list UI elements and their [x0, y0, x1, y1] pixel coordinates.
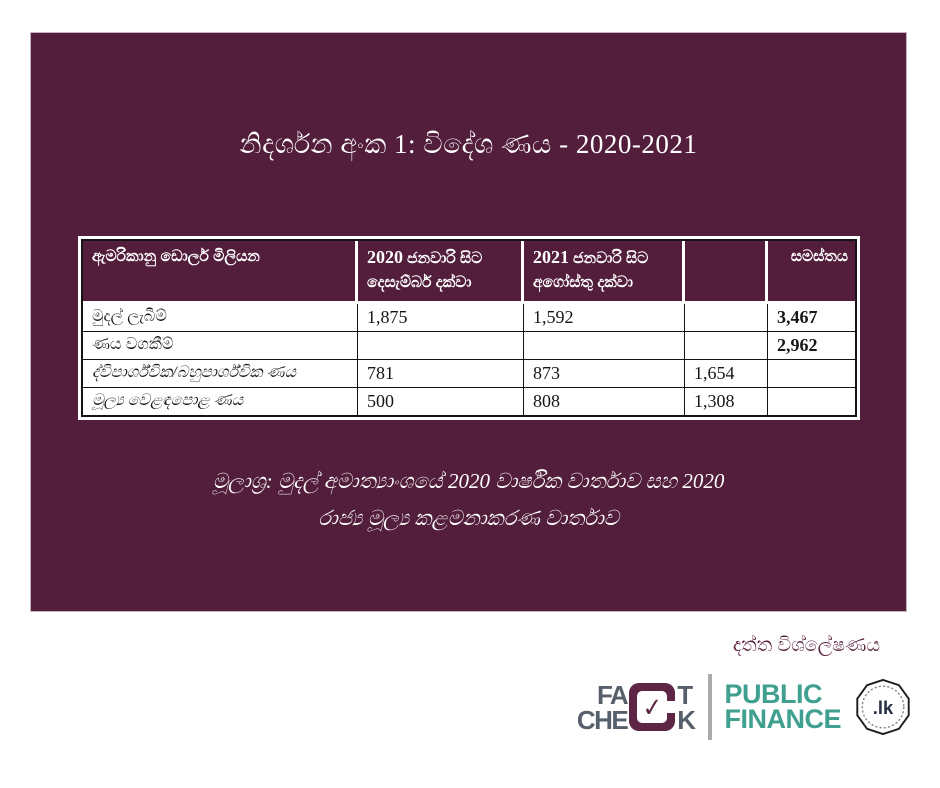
factcheck-text-t: T [677, 679, 693, 710]
cell-2021: 873 [524, 360, 685, 388]
check-box: ✓ [637, 691, 668, 723]
cell-2020: 500 [358, 388, 524, 415]
row-label: මූල්‍ය වෙළඳපොළ ණය [83, 388, 358, 415]
publicfinance-logo: PUBLIC FINANCE [724, 679, 842, 734]
col-header-2020: 2020 ජනවාරි සිට දෙසැම්බර් දක්වා [358, 241, 524, 304]
checkmark-icon: ✓ [640, 691, 665, 723]
col-header-currency: ඇමරිකානු ඩොලර් මිලියන [83, 241, 358, 304]
factcheck-check-icon: ✓ [629, 683, 677, 731]
row-label: මුදල් ලැබීම් [83, 304, 358, 332]
col-header-blank [685, 241, 768, 304]
factcheck-text-k: K [677, 704, 696, 735]
table-row-receipts: මුදල් ලැබීම් 1,875 1,592 3,467 [83, 304, 855, 332]
source-line-1: මූලාශ්‍ර: මුදල් අමාත්‍යාංශයේ 2020 වාර්ෂි… [212, 469, 725, 493]
col-header-total: සමස්තය [768, 241, 855, 304]
cell-subtotal [685, 304, 768, 332]
table-header-row: ඇමරිකානු ඩොලර් මිලියන 2020 ජනවාරි සිට දෙස… [83, 241, 855, 304]
c-opening-notch [667, 701, 677, 713]
exhibit-title: නිදර්ශන අංක 1: විදේශ ණය - 2020-2021 [239, 129, 698, 159]
cell-total: 2,962 [768, 332, 855, 360]
maroon-panel: නිදර්ශන අංක 1: විදේශ ණය - 2020-2021 ඇමරි… [30, 32, 907, 612]
cell-2021: 1,592 [524, 304, 685, 332]
publicfinance-line2: FINANCE [724, 704, 842, 734]
year-2021: 2021 [533, 247, 569, 267]
cell-total: 3,467 [768, 304, 855, 332]
col-header-2020-text: ජනවාරි සිට දෙසැම්බර් දක්වා [367, 250, 483, 291]
table-row-liabilities: ණය වගකීම් 2,962 [83, 332, 855, 360]
logo-divider [707, 674, 712, 740]
table-row-market: මූල්‍ය වෙළඳපොළ ණය 500 808 1,308 [83, 388, 855, 415]
loans-table-card: ඇමරිකානු ඩොලර් මිලියන 2020 ජනවාරි සිට දෙස… [81, 239, 857, 417]
row-label: ණය වගකීම් [83, 332, 358, 360]
col-header-2021: 2021 ජනවාරි සිට අගෝස්තු දක්වා [524, 241, 685, 304]
factcheck-logo: FA ✓ T CHE K [576, 679, 696, 735]
row-label: ද්විපාර්ශ්වික/බහුපාර්ශ්වික ණය [83, 360, 358, 388]
table-row-bilateral: ද්විපාර්ශ්වික/බහුපාර්ශ්වික ණය 781 873 1,… [83, 360, 855, 388]
lk-badge-text: .lk [873, 697, 894, 718]
col-header-2021-text: ජනවාරි සිට අගෝස්තු දක්වා [533, 250, 649, 291]
cell-subtotal: 1,654 [685, 360, 768, 388]
cell-total [768, 360, 855, 388]
cell-2021: 808 [524, 388, 685, 415]
loans-table: ඇමරිකානු ඩොලර් මිලියන 2020 ජනවාරි සිට දෙස… [83, 241, 855, 415]
cell-total [768, 388, 855, 415]
cell-2020 [358, 332, 524, 360]
source-line-2: රාජ්‍ය මූල්‍ය කළමනාකරණ වාර්තාව [318, 506, 619, 530]
logo-row: FA ✓ T CHE K PUBLIC FINANCE .lk [577, 674, 912, 740]
cell-subtotal: 1,308 [685, 388, 768, 415]
publicfinance-line1: PUBLIC [724, 679, 823, 709]
year-2020: 2020 [367, 247, 403, 267]
factcheck-text-che: CHE [576, 704, 629, 735]
cell-subtotal [685, 332, 768, 360]
source-note: මූලාශ්‍ර: මුදල් අමාත්‍යාංශයේ 2020 වාර්ෂි… [31, 463, 906, 537]
lk-seal-icon: .lk [856, 678, 910, 736]
cell-2021 [524, 332, 685, 360]
tagline-data-analysis: දත්ත විශ්ලේෂණය [732, 635, 880, 656]
factcheck-text-fa: FA [596, 679, 629, 710]
cell-2020: 1,875 [358, 304, 524, 332]
cell-2020: 781 [358, 360, 524, 388]
